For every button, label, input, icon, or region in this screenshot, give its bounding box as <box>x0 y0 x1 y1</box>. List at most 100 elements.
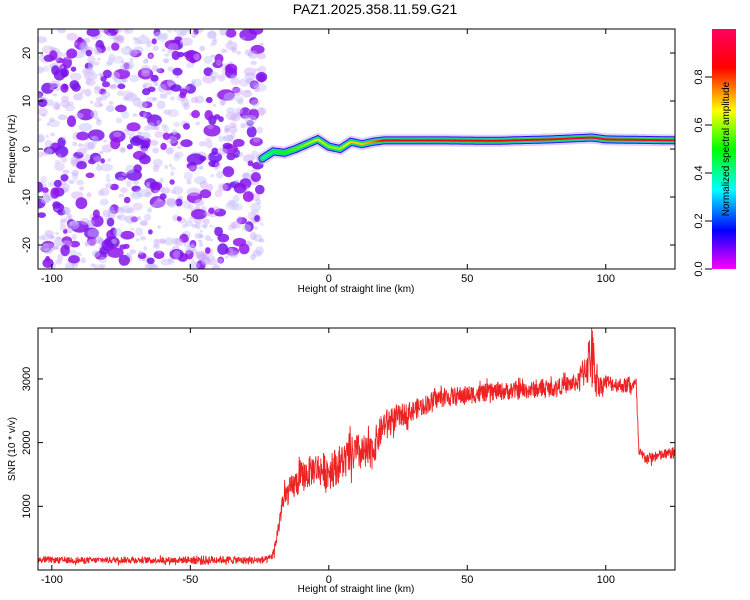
noise-blob <box>234 179 239 184</box>
noise-blob <box>68 255 80 264</box>
noise-blob <box>56 236 61 240</box>
y-tick-label: 10 <box>21 95 33 107</box>
noise-blob <box>160 142 167 150</box>
noise-blob <box>94 236 103 244</box>
x-tick-label: 0 <box>326 273 332 285</box>
noise-blob <box>152 158 163 168</box>
noise-blob <box>250 172 261 182</box>
noise-blob <box>142 137 152 146</box>
noise-blob <box>177 145 182 149</box>
noise-blob <box>152 264 160 269</box>
noise-blob <box>153 29 161 37</box>
signal-core-segment <box>331 146 335 149</box>
noise-blob <box>38 66 44 74</box>
noise-blob <box>121 172 128 176</box>
noise-blob <box>156 250 162 254</box>
signal-core-segment <box>292 148 296 151</box>
noise-blob <box>137 215 141 220</box>
noise-blob <box>128 136 132 140</box>
signal-core-segment <box>319 140 324 144</box>
noise-blob <box>164 59 169 64</box>
signal-core-segment <box>359 142 363 146</box>
noise-blob <box>113 68 131 80</box>
noise-blob <box>92 155 103 163</box>
noise-blob <box>40 197 50 204</box>
noise-blob <box>38 36 47 44</box>
noise-blob <box>115 104 127 113</box>
noise-blob <box>90 110 99 119</box>
noise-blob <box>214 189 223 198</box>
noise-blob <box>95 96 103 103</box>
snr-panel: -100 -50 0 50 100 1000 2000 3000 Height of stra… <box>7 327 676 595</box>
signal-core-segment <box>347 140 352 145</box>
noise-blob <box>170 171 175 176</box>
noise-blob <box>142 115 147 119</box>
noise-blob <box>172 121 181 127</box>
x-tick-label: -50 <box>182 273 198 285</box>
noise-blob <box>236 50 242 55</box>
noise-blob <box>139 154 151 165</box>
noise-blob <box>223 49 229 53</box>
snr-x-label: Height of straight line (km) <box>298 584 415 595</box>
noise-blob <box>167 48 174 54</box>
noise-blob <box>89 152 102 163</box>
noise-blob <box>233 183 247 194</box>
noise-blob <box>38 134 45 143</box>
noise-blob <box>133 164 142 173</box>
noise-blob <box>225 29 237 38</box>
noise-blob <box>50 132 55 137</box>
noise-blob <box>93 61 100 66</box>
noise-blob <box>62 207 71 216</box>
noise-blob <box>142 59 149 65</box>
noise-blob <box>38 212 46 218</box>
noise-blob <box>205 247 211 254</box>
signal-core-segment <box>270 150 274 155</box>
noise-blob <box>193 29 199 35</box>
noise-blob <box>136 35 150 45</box>
noise-blob <box>49 86 55 91</box>
noise-blob <box>41 242 56 252</box>
noise-blob <box>125 207 135 214</box>
noise-blob <box>55 231 59 236</box>
noise-blob <box>132 98 141 107</box>
noise-blob <box>228 247 234 253</box>
noise-blob <box>94 116 100 120</box>
noise-blob <box>60 244 70 257</box>
noise-blob <box>174 237 184 247</box>
noise-blob <box>106 217 115 227</box>
noise-blob <box>67 213 73 219</box>
noise-blob <box>77 108 94 121</box>
noise-blob <box>191 209 207 220</box>
signal-core-segment <box>367 141 371 144</box>
noise-blob <box>62 83 68 90</box>
noise-blob <box>93 264 104 269</box>
noise-blob <box>99 73 105 78</box>
noise-blob <box>229 45 237 51</box>
noise-blob <box>104 236 120 249</box>
noise-blob <box>109 84 114 89</box>
x-tick-label: 100 <box>597 273 615 285</box>
noise-blob <box>257 73 266 83</box>
noise-blob <box>167 258 175 265</box>
noise-blob <box>38 235 45 241</box>
noise-blob <box>136 216 142 221</box>
noise-blob <box>201 223 208 228</box>
noise-blob <box>141 101 153 109</box>
noise-blob <box>259 222 264 226</box>
noise-blob <box>84 240 90 247</box>
noise-blob <box>46 122 50 127</box>
noise-blob <box>108 101 114 105</box>
noise-blob <box>195 223 201 230</box>
noise-blob <box>108 206 115 213</box>
noise-blob <box>148 229 153 235</box>
noise-blob <box>259 238 265 243</box>
noise-blob <box>203 124 221 137</box>
noise-blob <box>193 53 200 61</box>
noise-blob <box>156 120 162 126</box>
noise-blob <box>99 264 107 269</box>
noise-blob <box>140 236 146 241</box>
noise-blob <box>230 132 236 138</box>
noise-blob <box>105 178 111 182</box>
noise-blob <box>214 167 218 171</box>
noise-blob <box>113 131 122 137</box>
